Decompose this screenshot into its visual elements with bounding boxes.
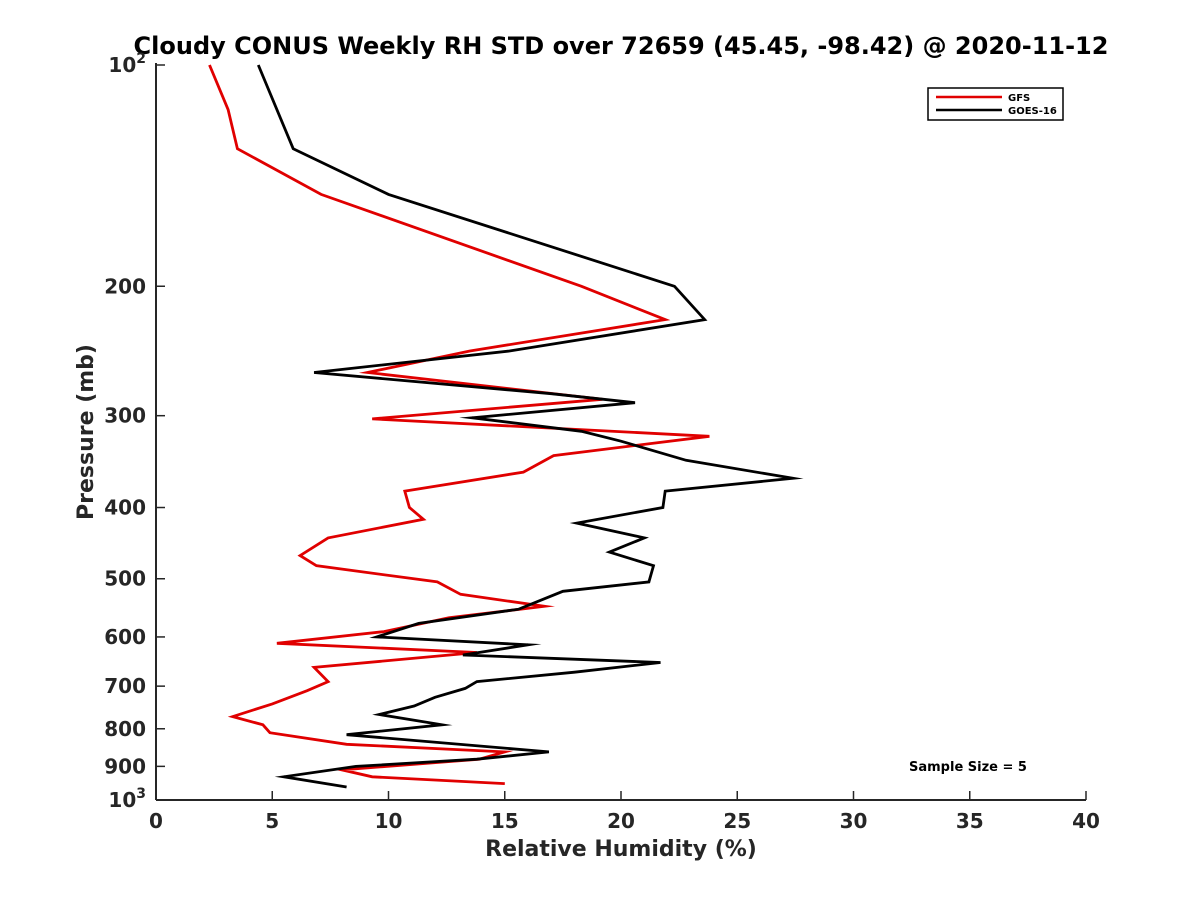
x-tick-group: 0 5 10 15 20 25 30 35 40: [149, 791, 1100, 833]
legend-label-gfs: GFS: [1008, 93, 1030, 104]
y-tick-label-300: 300: [104, 404, 146, 428]
y-tick-label-400: 400: [104, 496, 146, 520]
y-axis-label: Pressure (mb): [74, 344, 99, 520]
y-tick-label-200: 200: [104, 274, 146, 298]
sample-size-annotation: Sample Size = 5: [909, 760, 1027, 775]
x-tick-label-35: 35: [956, 809, 984, 833]
series-layer: [208, 64, 804, 789]
y-tick-label-800: 800: [104, 717, 146, 741]
x-tick-label-20: 20: [607, 809, 635, 833]
y-tick-label-700: 700: [104, 674, 146, 698]
legend-box: [927, 87, 1064, 121]
x-tick-label-15: 15: [491, 809, 519, 833]
y-tick-label-100: 102: [108, 51, 146, 77]
y-tick-group: 102 200 300 400 500 600 700 800 900 103: [104, 51, 165, 812]
x-axis-label: Relative Humidity (%): [485, 837, 757, 862]
chart-title: Cloudy CONUS Weekly RH STD over 72659 (4…: [134, 32, 1109, 60]
x-tick-label-0: 0: [149, 809, 163, 833]
x-tick-label-30: 30: [840, 809, 868, 833]
y-tick-label-1000: 103: [108, 786, 146, 812]
x-tick-label-5: 5: [265, 809, 279, 833]
y-tick-label-500: 500: [104, 567, 146, 591]
legend-label-goes16: GOES-16: [1008, 106, 1057, 117]
x-tick-label-25: 25: [723, 809, 751, 833]
series-line-goes-16: [257, 64, 804, 789]
y-tick-label-600: 600: [104, 625, 146, 649]
y-tick-label-900: 900: [104, 754, 146, 778]
x-tick-label-40: 40: [1072, 809, 1100, 833]
legend: GFS GOES-16: [927, 87, 1064, 121]
x-tick-label-10: 10: [375, 809, 403, 833]
